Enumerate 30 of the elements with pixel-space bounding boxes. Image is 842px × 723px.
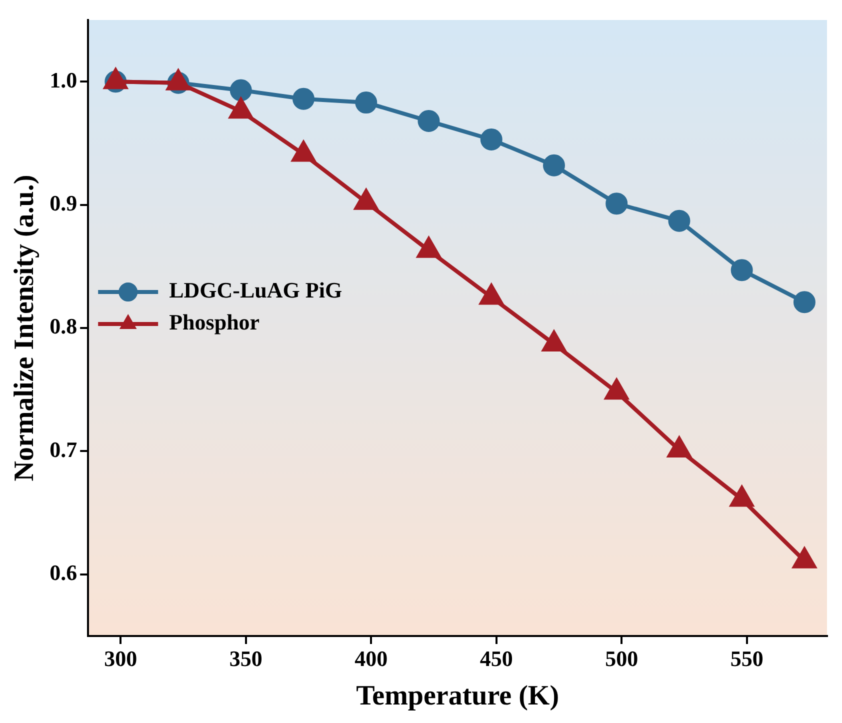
legend-label: LDGC-LuAG PiG — [169, 278, 342, 303]
point — [542, 331, 566, 352]
point — [230, 79, 252, 102]
point — [605, 379, 628, 400]
point — [730, 486, 754, 507]
y-tick-label: 0.7 — [50, 436, 78, 462]
x-tick-label: 450 — [480, 646, 513, 671]
legend-label: Phosphor — [169, 310, 260, 335]
point — [730, 259, 753, 282]
point — [668, 210, 690, 232]
x-tick-label: 350 — [229, 646, 262, 671]
point — [418, 110, 440, 132]
point — [792, 548, 816, 568]
point — [355, 92, 378, 114]
y-tick-label: 0.8 — [50, 314, 78, 339]
point — [606, 192, 628, 215]
y-tick-label: 0.9 — [50, 190, 78, 216]
x-tick-label: 500 — [605, 646, 638, 671]
point — [542, 154, 565, 176]
x-tick-label: 400 — [354, 646, 388, 671]
x-axis-title: Temperature (K) — [356, 680, 560, 712]
x-tick-label: 300 — [104, 646, 138, 671]
point — [668, 436, 691, 458]
y-tick-label: 0.6 — [50, 560, 78, 586]
point — [480, 128, 502, 151]
x-tick-label: 550 — [730, 646, 764, 671]
y-axis-title: Normalize Intensity (a.u.) — [9, 174, 40, 482]
y-tick-label: 1.0 — [50, 67, 78, 92]
point — [292, 88, 315, 110]
point — [480, 284, 503, 305]
